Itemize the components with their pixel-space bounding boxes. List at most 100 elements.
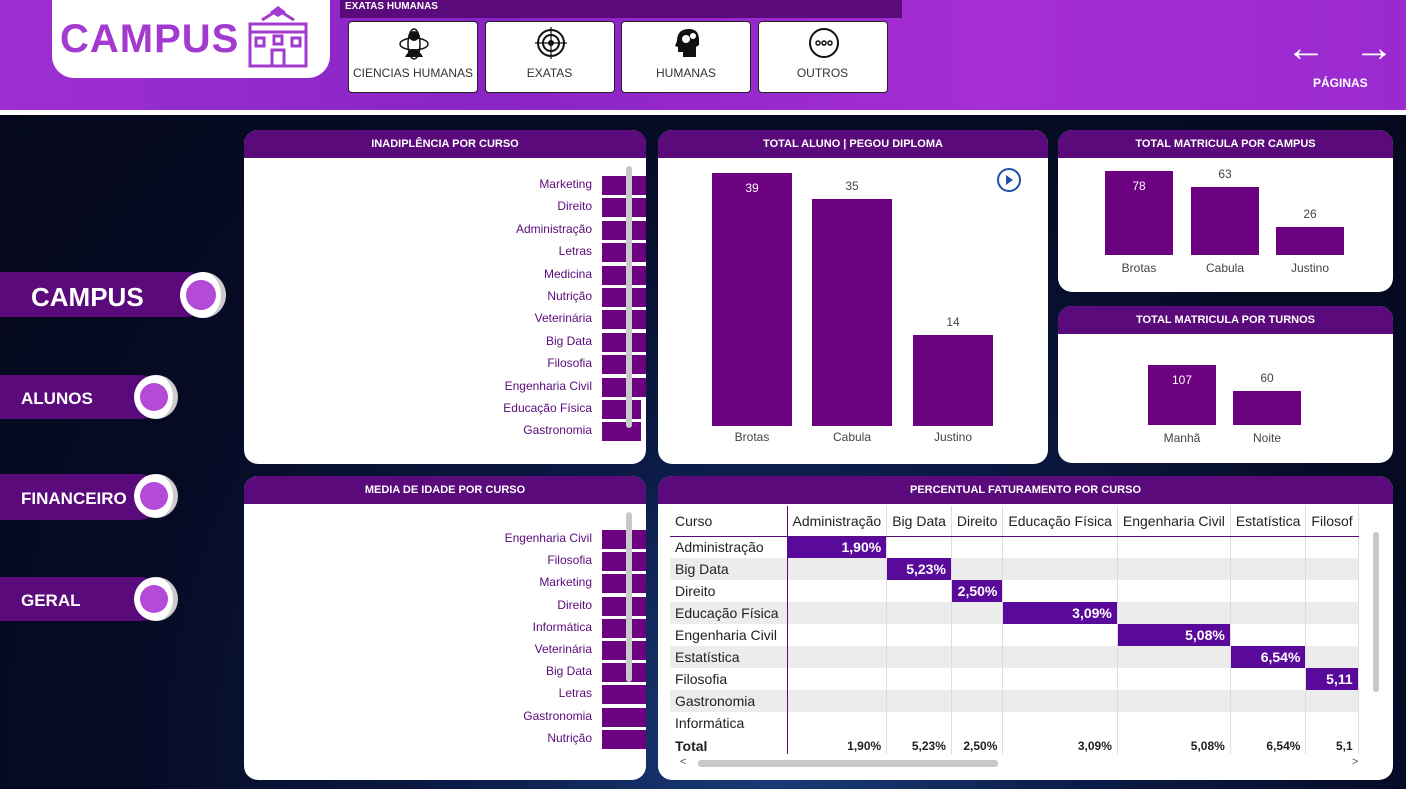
category-label: Engenharia Civil: [504, 378, 592, 393]
bar[interactable]: [602, 332, 646, 352]
column-header[interactable]: Big Data: [886, 506, 952, 537]
money-hand-icon: [134, 474, 178, 518]
bar[interactable]: [913, 335, 993, 426]
table-row[interactable]: Big Data 5,23%: [670, 558, 1359, 580]
table-row[interactable]: Engenharia Civil 5,08%: [670, 624, 1359, 646]
category-button[interactable]: EXATAS: [484, 21, 615, 93]
nav-item[interactable]: CAMPUS: [0, 272, 226, 318]
bar[interactable]: [602, 685, 646, 705]
column-header[interactable]: Educação Física: [1002, 506, 1118, 537]
bar[interactable]: [602, 220, 646, 240]
bar[interactable]: [812, 198, 892, 426]
table-row[interactable]: Informática: [670, 712, 1359, 734]
table-cell: [1002, 558, 1118, 580]
play-icon[interactable]: [996, 167, 1022, 193]
table-cell: [1230, 668, 1307, 690]
bar[interactable]: [602, 400, 642, 419]
scroll-right-icon[interactable]: >: [1352, 756, 1359, 768]
bar[interactable]: [1276, 227, 1344, 255]
category-label: Nutrição: [547, 289, 592, 303]
table-cell: [1002, 624, 1118, 646]
column-header[interactable]: Administração: [787, 506, 888, 537]
category-label: Nutrição: [547, 730, 592, 745]
table-cell: [951, 646, 1004, 668]
forward-arrow-icon[interactable]: →: [1354, 26, 1394, 70]
bar[interactable]: [1233, 391, 1301, 425]
bar[interactable]: [602, 641, 646, 660]
scrollbar[interactable]: [626, 166, 632, 428]
table-cell: [1002, 646, 1118, 668]
bar[interactable]: [602, 310, 646, 330]
column-header[interactable]: Direito: [951, 506, 1004, 537]
category-label: Justino: [1290, 261, 1330, 275]
table-row[interactable]: Filosofia 5,11: [670, 668, 1359, 690]
category-button[interactable]: OUTROS: [757, 21, 888, 93]
table-cell: [1305, 712, 1359, 734]
bar[interactable]: [712, 173, 792, 426]
panel-title: PERCENTUAL FATURAMENTO POR CURSO: [658, 476, 1393, 504]
bar[interactable]: [602, 574, 646, 594]
bar[interactable]: [602, 243, 646, 263]
column-header[interactable]: Engenharia Civil: [1117, 506, 1231, 537]
category-label: Letras: [558, 686, 592, 701]
nav-item[interactable]: ALUNOS: [0, 375, 178, 419]
bar[interactable]: [602, 618, 646, 638]
bar[interactable]: [602, 198, 646, 218]
bar[interactable]: [602, 707, 646, 727]
table-row[interactable]: Estatística 6,54%: [670, 646, 1359, 668]
bar[interactable]: [602, 596, 646, 616]
row-label: Estatística: [670, 646, 788, 668]
nav-label: FINANCEIRO: [21, 488, 127, 508]
table-cell: [1230, 712, 1307, 734]
scrollbar[interactable]: [626, 512, 632, 682]
scrollbar-vertical[interactable]: [1372, 512, 1380, 742]
table-cell: [1002, 690, 1118, 712]
table-row[interactable]: Administração 1,90%: [670, 536, 1359, 558]
logo: CAMPUS: [52, 0, 330, 78]
bar[interactable]: [602, 552, 646, 572]
bar[interactable]: [602, 288, 646, 307]
bar[interactable]: [602, 422, 641, 442]
back-arrow-icon[interactable]: ←: [1286, 26, 1326, 70]
table-cell: [886, 646, 952, 668]
bar[interactable]: [602, 265, 646, 285]
table-row[interactable]: Direito 2,50%: [670, 580, 1359, 602]
category-button[interactable]: HUMANAS: [621, 21, 751, 93]
bar[interactable]: [602, 176, 646, 195]
bar[interactable]: [602, 663, 646, 683]
table-cell: [1305, 580, 1359, 602]
bar[interactable]: [1191, 187, 1259, 255]
table-cell: [1117, 646, 1231, 668]
bar[interactable]: [602, 355, 646, 375]
table-cell: [886, 580, 952, 602]
nav-item[interactable]: GERAL: [0, 577, 178, 621]
column-header[interactable]: Estatística: [1230, 506, 1307, 537]
bar[interactable]: [1105, 171, 1173, 255]
data-label: 35: [845, 178, 859, 193]
column-header[interactable]: Filosof: [1305, 506, 1359, 537]
table-cell: 2,50%: [951, 580, 1004, 602]
category-label: Direito: [557, 597, 592, 612]
nav-item[interactable]: FINANCEIRO: [0, 474, 178, 520]
category-button[interactable]: CIENCIAS HUMANAS: [348, 21, 478, 93]
table-cell: [1117, 712, 1231, 734]
table-cell: [1117, 668, 1231, 690]
bar[interactable]: [602, 530, 646, 549]
bar[interactable]: [1148, 365, 1216, 425]
table-cell: [1305, 536, 1359, 558]
table-row[interactable]: Educação Física 3,09%: [670, 602, 1359, 624]
bar[interactable]: [602, 377, 646, 397]
scroll-left-icon[interactable]: <: [680, 756, 687, 768]
panel-title: TOTAL MATRICULA POR CAMPUS: [1058, 130, 1393, 158]
table-cell: [1002, 580, 1118, 602]
row-label: Engenharia Civil: [670, 624, 788, 646]
table-cell: [951, 536, 1004, 558]
table-row[interactable]: Gastronomia: [670, 690, 1359, 712]
inadimplencia-panel: INADIPLÊNCIA POR CURSO MarketingR$ 17.60…: [244, 130, 646, 464]
scrollbar-horizontal[interactable]: [698, 760, 998, 767]
bar[interactable]: [602, 729, 646, 749]
table-cell: [1117, 558, 1231, 580]
total-cell: 1,90%: [787, 734, 888, 754]
building-icon: [248, 6, 308, 68]
table-cell: [1305, 624, 1359, 646]
